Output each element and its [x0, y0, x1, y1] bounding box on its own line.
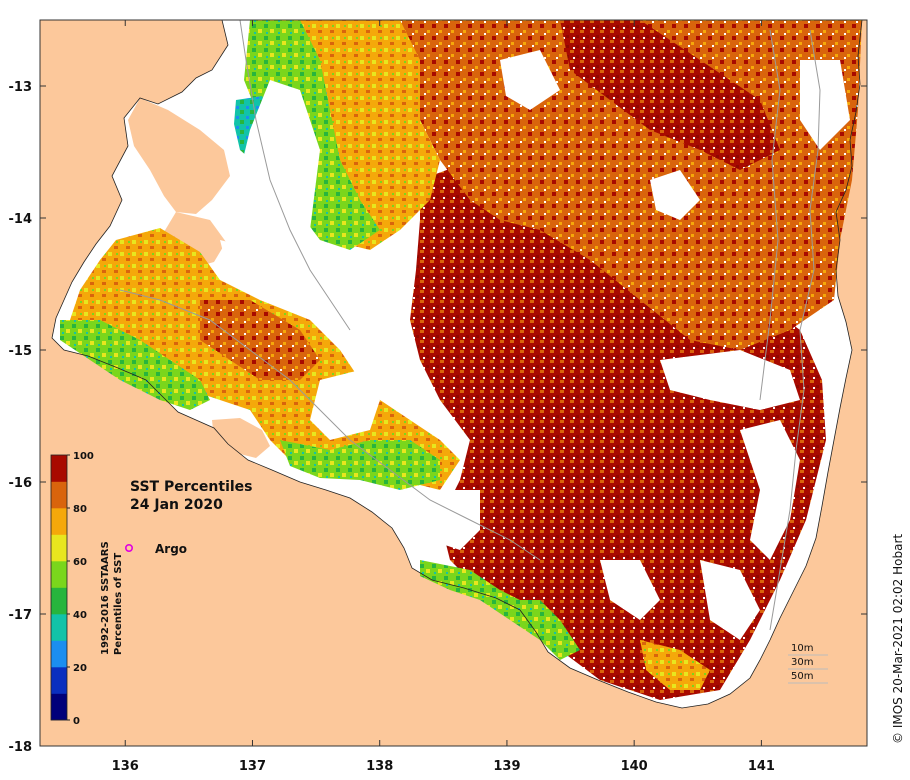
colorbar-bin	[51, 667, 67, 694]
colorbar-bin	[51, 614, 67, 641]
colorbar-bin	[51, 561, 67, 588]
x-axis: 136 137 138 139 140 141	[112, 20, 775, 774]
map-title: SST Percentiles	[130, 479, 253, 495]
colorbar-tick-label: 20	[73, 663, 87, 674]
colorbar-outline	[50, 454, 68, 721]
argo-marker-icon	[125, 543, 134, 552]
colorbar-bin	[51, 455, 67, 482]
x-tick-label: 137	[239, 759, 266, 774]
x-tick-label: 141	[748, 759, 775, 774]
colorbar-bin	[51, 693, 67, 721]
gap-3	[330, 260, 410, 340]
colorbar-tick-label: 100	[73, 451, 94, 462]
field-green-west	[60, 320, 210, 410]
y-tick-label: -16	[9, 476, 33, 491]
peninsula-west	[128, 98, 230, 214]
isobath-legend: 10m 30m 50m	[788, 643, 828, 684]
isobath-contours	[119, 20, 821, 631]
gap-5	[660, 350, 800, 410]
colorbar-ticks: 0 20 40 60 80 100	[67, 451, 94, 727]
gap-4	[310, 370, 380, 440]
no-data-gaps	[220, 50, 850, 640]
gap-12	[800, 60, 850, 150]
x-tick-label: 140	[621, 759, 648, 774]
map-date: 24 Jan 2020	[130, 497, 223, 513]
y-tick-label: -13	[9, 80, 33, 95]
coastline	[51, 20, 863, 709]
plot-frame	[39, 19, 868, 747]
field-dark-red-north	[560, 20, 780, 170]
y-axis: -13 -14 -15 -16 -17 -18	[9, 80, 867, 755]
gap-11	[500, 50, 560, 110]
island-mornington	[212, 418, 270, 458]
colorbar-bin	[51, 640, 67, 668]
y-tick-label: -18	[9, 740, 33, 755]
map-plot-area	[40, 20, 867, 746]
gap-1	[238, 80, 320, 250]
gap-10	[650, 170, 700, 220]
colorbar-tick-label: 0	[73, 716, 80, 727]
colorbar-bin	[51, 481, 67, 509]
y-tick-label: -15	[9, 344, 33, 359]
y-tick-label: -14	[9, 212, 33, 227]
x-tick-label: 136	[112, 759, 139, 774]
field-orange-west	[200, 300, 320, 380]
x-tick-label: 138	[366, 759, 393, 774]
field-mixed-south	[640, 640, 710, 690]
island-bentinck	[148, 436, 184, 460]
isobath-legend-30m: 30m	[791, 657, 813, 668]
sst-pixel-fields	[60, 20, 862, 700]
gap-6	[430, 490, 480, 550]
isobath-10m	[239, 20, 351, 331]
argo-legend-label: Argo	[155, 542, 187, 556]
colorbar-tick-label: 60	[73, 557, 87, 568]
isobath-legend-10m: 10m	[791, 643, 813, 654]
isobath-50m	[769, 29, 821, 631]
gap-8	[600, 560, 660, 620]
colorbar-bin	[51, 508, 67, 535]
colorbar-tick-label: 40	[73, 610, 87, 621]
colorbar-bin	[51, 534, 67, 562]
field-green-southeast	[420, 560, 580, 660]
gap-9	[700, 560, 760, 640]
colorbar: 0 20 40 60 80 100 1992-2016 SSTAARS Percentil…	[50, 451, 124, 727]
isobath-east-2	[759, 29, 781, 401]
colorbar-bin	[51, 587, 67, 615]
field-orange-center	[540, 110, 760, 280]
colorbar-swatches	[51, 455, 67, 721]
colorbar-title-line2: Percentiles of SST	[113, 553, 124, 655]
gap-2	[220, 240, 330, 310]
isobath-legend-50m: 50m	[791, 671, 813, 682]
gap-7	[740, 420, 800, 560]
x-tick-label: 139	[493, 759, 520, 774]
isobath-30m	[119, 289, 541, 561]
colorbar-title-line1: 1992-2016 SSTAARS	[100, 541, 111, 655]
colorbar-tick-label: 80	[73, 504, 87, 515]
credit-text: © IMOS 20-Mar-2021 02:02 Hobart	[891, 534, 905, 744]
y-tick-label: -17	[9, 608, 33, 623]
